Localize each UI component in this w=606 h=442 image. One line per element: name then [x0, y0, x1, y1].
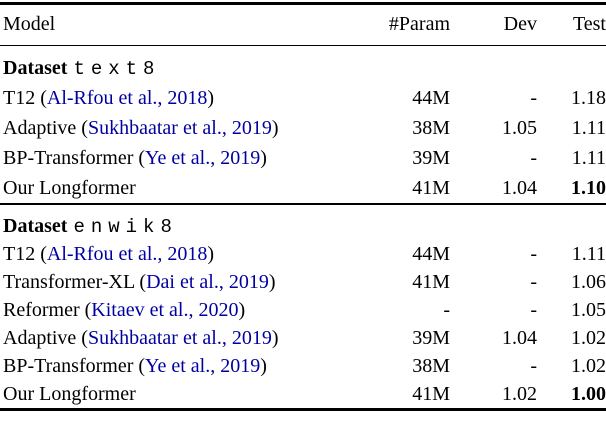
dataset-name-mono: enwik8 [73, 215, 178, 238]
test-cell: 1.11 [571, 117, 606, 139]
citation-link[interactable]: Kitaev et al., 2020 [91, 298, 239, 321]
dev-cell: 1.02 [502, 382, 537, 405]
param-cell: 44M [412, 87, 450, 109]
dev-cell: - [530, 87, 537, 109]
test-cell: 1.10 [571, 177, 606, 199]
dataset-label: Dataset [3, 214, 68, 237]
dataset-name-mono: text8 [73, 58, 161, 80]
column-header-param: #Param [388, 13, 450, 35]
param-cell: 39M [412, 326, 450, 349]
table-row: Reformer (Kitaev et al., 2020) - - 1.05 [0, 296, 606, 324]
dataset-heading: Dataset text8 [0, 53, 360, 84]
citation-link[interactable]: Sukhbaatar et al., 2019 [87, 117, 272, 139]
citation-link[interactable]: Dai et al., 2019 [146, 270, 269, 293]
citation-link[interactable]: Ye et al., 2019 [145, 354, 261, 377]
model-cell: Adaptive (Sukhbaatar et al., 2019) [3, 117, 279, 139]
column-header-dev: Dev [503, 13, 537, 35]
citation-link[interactable]: Al-Rfou et al., 2018 [46, 87, 208, 109]
model-cell: Transformer-XL (Dai et al., 2019) [3, 270, 276, 293]
dev-cell: 1.04 [502, 326, 537, 349]
table-row: T12 (Al-Rfou et al., 2018) 44M - 1.18 [0, 83, 606, 113]
citation-link[interactable]: Sukhbaatar et al., 2019 [87, 326, 272, 349]
test-cell: 1.00 [571, 382, 606, 405]
param-cell: 39M [412, 147, 450, 169]
param-cell: 38M [412, 354, 450, 377]
dev-cell: 1.05 [502, 117, 537, 139]
dataset-label: Dataset [3, 57, 68, 79]
table-header-row: Model #Param Dev Test [0, 5, 606, 45]
table-row: Our Longformer 41M 1.02 1.00 [0, 380, 606, 408]
param-cell: 41M [412, 270, 450, 293]
section-divider-rule [0, 203, 606, 205]
table-row: Our Longformer 41M 1.04 1.10 [0, 173, 606, 203]
bottom-rule [0, 407, 606, 411]
dev-cell: - [530, 354, 537, 377]
model-cell: Reformer (Kitaev et al., 2020) [3, 298, 246, 321]
column-header-test: Test [572, 13, 606, 35]
dev-cell: - [530, 242, 537, 265]
param-cell: 41M [412, 177, 450, 199]
param-cell: 44M [412, 242, 450, 265]
dev-cell: - [530, 298, 537, 321]
top-rule [0, 2, 606, 5]
model-cell: Our Longformer [3, 382, 136, 405]
dataset-heading-row: Dataset text8 [0, 53, 606, 83]
test-cell: 1.06 [571, 270, 606, 293]
table-row: BP-Transformer (Ye et al., 2019) 39M - 1.11 [0, 143, 606, 173]
section-enwik8: Dataset enwik8 T12 (Al-Rfou et al., 2018)… [0, 205, 606, 408]
column-header-model: Model [3, 13, 56, 35]
citation-link[interactable]: Ye et al., 2019 [145, 147, 261, 169]
table-row: Adaptive (Sukhbaatar et al., 2019) 38M 1.0… [0, 113, 606, 143]
model-cell: Our Longformer [3, 177, 136, 199]
model-cell: T12 (Al-Rfou et al., 2018) [3, 242, 215, 265]
table-row: Transformer-XL (Dai et al., 2019) 41M - 1.0… [0, 268, 606, 296]
table-row: T12 (Al-Rfou et al., 2018) 44M - 1.11 [0, 240, 606, 268]
section-text8: Dataset text8 T12 (Al-Rfou et al., 2018) 4… [0, 46, 606, 203]
test-cell: 1.11 [571, 242, 606, 265]
dataset-heading: Dataset enwik8 [0, 212, 360, 241]
dataset-heading-row: Dataset enwik8 [0, 212, 606, 240]
model-cell: Adaptive (Sukhbaatar et al., 2019) [3, 326, 279, 349]
param-cell: 41M [412, 382, 450, 405]
param-cell: 38M [412, 117, 450, 139]
model-cell: BP-Transformer (Ye et al., 2019) [3, 354, 267, 377]
dev-cell: 1.04 [502, 177, 537, 199]
test-cell: 1.02 [571, 326, 606, 349]
model-cell: T12 (Al-Rfou et al., 2018) [3, 87, 215, 109]
test-cell: 1.05 [571, 298, 606, 321]
param-cell: - [443, 298, 450, 321]
header-rule [0, 44, 606, 46]
test-cell: 1.02 [571, 354, 606, 377]
dev-cell: - [530, 270, 537, 293]
test-cell: 1.18 [571, 87, 606, 109]
test-cell: 1.11 [571, 147, 606, 169]
dev-cell: - [530, 147, 537, 169]
model-cell: BP-Transformer (Ye et al., 2019) [3, 147, 267, 169]
citation-link[interactable]: Al-Rfou et al., 2018 [46, 242, 208, 265]
table-row: BP-Transformer (Ye et al., 2019) 38M - 1.02 [0, 352, 606, 380]
table-row: Adaptive (Sukhbaatar et al., 2019) 39M 1.0… [0, 324, 606, 352]
